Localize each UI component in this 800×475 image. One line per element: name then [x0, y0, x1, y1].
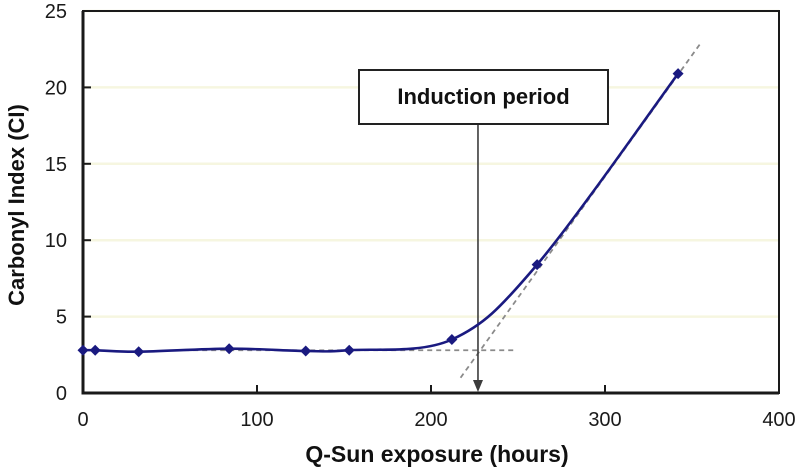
data-point-marker [300, 345, 312, 357]
data-point-marker [77, 344, 89, 356]
y-tick-label: 15 [45, 154, 67, 176]
induction-period-annotation: Induction period [358, 69, 609, 125]
data-point-marker [531, 259, 543, 271]
x-axis-title: Q-Sun exposure (hours) [305, 441, 569, 467]
data-point-marker [672, 68, 684, 80]
x-tick-label: 100 [240, 409, 273, 431]
y-tick-label: 25 [45, 1, 67, 23]
data-point-marker [446, 334, 458, 346]
x-tick-label: 400 [762, 409, 795, 431]
x-tick-label: 0 [77, 409, 88, 431]
data-point-marker [133, 346, 145, 358]
x-tick-label: 200 [414, 409, 447, 431]
x-tick-label: 300 [588, 409, 621, 431]
y-axis-title: Carbonyl Index (CI) [4, 104, 29, 306]
data-point-marker [343, 344, 355, 356]
y-tick-label: 20 [45, 77, 67, 99]
y-tick-label: 5 [56, 307, 67, 329]
y-tick-label: 0 [56, 383, 67, 405]
annotation-arrowhead [472, 380, 483, 392]
series-line [82, 72, 680, 354]
data-point-marker [223, 343, 235, 355]
data-point-marker [89, 344, 101, 356]
y-tick-label: 10 [45, 230, 67, 252]
